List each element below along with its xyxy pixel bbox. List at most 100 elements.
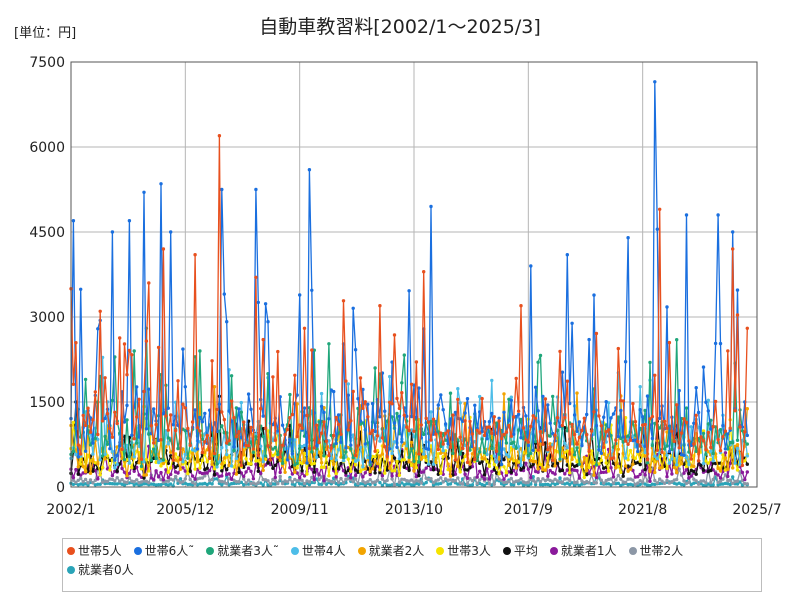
- data-point: [514, 414, 518, 419]
- data-point: [468, 477, 472, 481]
- data-point: [307, 482, 312, 487]
- data-point: [514, 472, 518, 477]
- data-point: [315, 455, 319, 459]
- data-point: [278, 455, 282, 459]
- legend-label: 就業者0人: [78, 563, 134, 577]
- data-point: [441, 480, 445, 484]
- data-point: [135, 478, 139, 482]
- data-point: [521, 426, 526, 430]
- data-point: [514, 446, 518, 450]
- data-point: [130, 353, 134, 357]
- data-point: [599, 424, 603, 428]
- data-point: [280, 443, 285, 447]
- data-point: [743, 430, 747, 434]
- data-point: [203, 432, 207, 436]
- plot-frame: [70, 61, 758, 488]
- data-point: [692, 477, 696, 481]
- data-point: [480, 396, 484, 401]
- data-point: [319, 404, 324, 409]
- data-point: [405, 446, 409, 451]
- data-point: [555, 481, 560, 486]
- data-point: [570, 321, 574, 325]
- data-point: [626, 477, 630, 481]
- data-point: [526, 440, 530, 444]
- data-point: [183, 406, 187, 410]
- data-point: [465, 476, 470, 480]
- data-point: [426, 462, 431, 466]
- data-point: [302, 474, 307, 478]
- data-point: [349, 476, 353, 480]
- data-point: [193, 477, 197, 481]
- data-point: [176, 471, 180, 475]
- legend-marker: [133, 546, 142, 555]
- data-point: [358, 376, 363, 380]
- data-point: [682, 471, 686, 475]
- data-point: [280, 423, 285, 427]
- data-point: [465, 460, 470, 465]
- data-point: [704, 481, 708, 485]
- data-point: [677, 388, 681, 393]
- data-point: [726, 474, 730, 479]
- data-point: [351, 433, 355, 437]
- data-point: [315, 467, 319, 472]
- data-point: [568, 401, 572, 406]
- data-point: [653, 80, 657, 84]
- data-point: [341, 455, 346, 460]
- data-point: [353, 348, 358, 352]
- data-point: [509, 470, 513, 474]
- data-point: [485, 437, 489, 441]
- data-point: [638, 462, 642, 467]
- data-point: [658, 416, 662, 421]
- data-point: [74, 341, 78, 345]
- data-point: [392, 333, 397, 337]
- data-point: [249, 469, 253, 473]
- data-point: [232, 445, 236, 449]
- data-point: [563, 472, 567, 476]
- data-point: [261, 483, 265, 487]
- data-point: [735, 438, 740, 442]
- data-point: [451, 413, 455, 417]
- data-point: [711, 483, 715, 487]
- data-point: [353, 468, 358, 472]
- data-point: [650, 436, 655, 441]
- data-point: [565, 459, 569, 463]
- data-point: [636, 439, 640, 444]
- data-point: [88, 471, 93, 475]
- data-point: [113, 479, 117, 483]
- data-point: [548, 434, 552, 438]
- data-point: [186, 471, 190, 476]
- data-point: [392, 421, 397, 425]
- data-point: [743, 477, 747, 482]
- data-point: [83, 449, 88, 453]
- data-point: [198, 415, 202, 420]
- data-point: [142, 482, 146, 486]
- data-point: [582, 416, 586, 420]
- data-point: [392, 456, 397, 460]
- data-point: [210, 482, 214, 486]
- series-line: [70, 81, 748, 466]
- data-point: [650, 414, 655, 419]
- data-point: [152, 477, 156, 482]
- data-point: [336, 422, 341, 427]
- data-point: [390, 474, 394, 478]
- data-point: [585, 433, 589, 437]
- data-point: [546, 465, 550, 469]
- data-point: [448, 474, 453, 478]
- data-point: [653, 470, 657, 475]
- data-point: [212, 451, 217, 456]
- data-point: [135, 441, 139, 445]
- data-point: [585, 472, 589, 477]
- data-point: [665, 466, 669, 471]
- data-point: [166, 475, 170, 480]
- data-point: [636, 475, 640, 479]
- data-point: [468, 448, 472, 452]
- data-point: [728, 478, 732, 482]
- data-point: [353, 473, 358, 478]
- data-point: [290, 472, 295, 476]
- data-point: [198, 476, 202, 480]
- data-point: [305, 461, 309, 465]
- data-point: [424, 458, 428, 462]
- data-point: [538, 462, 543, 467]
- data-point: [487, 482, 492, 486]
- data-point: [147, 480, 151, 485]
